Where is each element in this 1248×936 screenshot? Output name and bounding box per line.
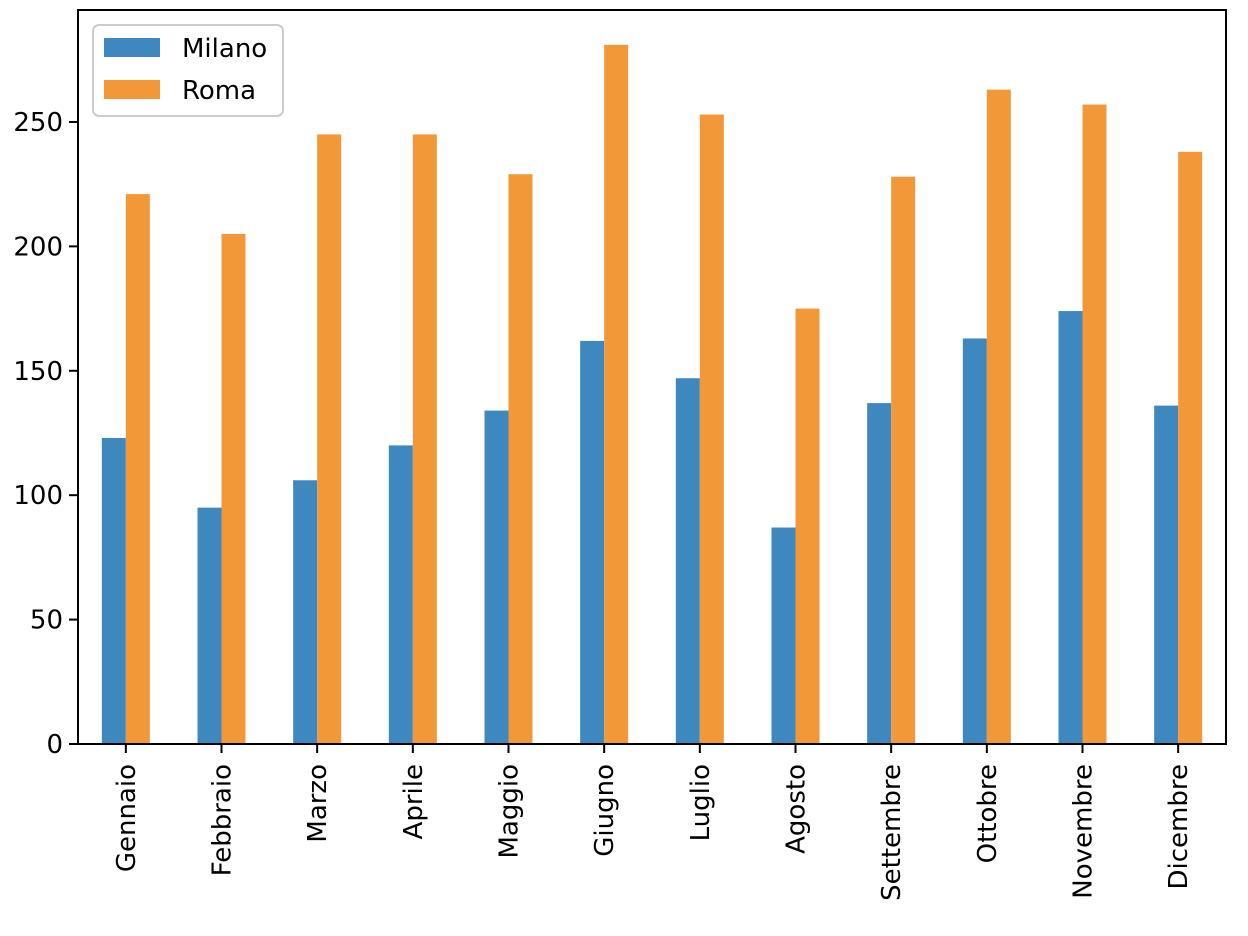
y-tick-label: 250 (13, 108, 63, 138)
legend-label-milano: Milano (182, 34, 267, 64)
bar-milano-luglio (675, 378, 700, 744)
bar-roma-luglio (699, 114, 724, 744)
x-tick-label: Maggio (495, 764, 525, 859)
y-axis: 0 50 100 150 200 250 (13, 108, 78, 760)
bar-milano-aprile (388, 445, 413, 744)
bar-roma-aprile (412, 134, 437, 744)
x-tick-label: Giugno (590, 764, 620, 857)
bar-milano-maggio (484, 410, 509, 744)
bar-milano-settembre (867, 403, 892, 744)
x-tick-label: Gennaio (112, 764, 142, 872)
bar-milano-ottobre (962, 338, 987, 744)
bar-milano-dicembre (1154, 405, 1179, 744)
bar-roma-marzo (317, 134, 342, 744)
x-tick-label: Novembre (1069, 764, 1099, 899)
bar-roma-agosto (795, 308, 820, 744)
bar-milano-marzo (293, 480, 318, 744)
y-tick-label: 100 (13, 481, 63, 511)
legend-swatch-milano (104, 38, 160, 57)
bar-roma-ottobre (986, 89, 1011, 744)
x-tick-label: Dicembre (1164, 764, 1194, 889)
legend-swatch-roma (104, 80, 160, 99)
bar-milano-novembre (1058, 311, 1083, 744)
y-tick-label: 200 (13, 232, 63, 262)
bar-milano-giugno (580, 340, 605, 744)
bar-milano-agosto (771, 527, 796, 744)
bar-roma-maggio (508, 174, 533, 745)
bar-roma-febbraio (221, 233, 246, 745)
x-axis: Gennaio Febbraio Marzo Aprile Maggio Giugno Lu… (112, 744, 1194, 901)
x-tick-label: Agosto (782, 764, 812, 854)
x-tick-label: Settembre (877, 764, 907, 901)
bar-roma-settembre (891, 176, 916, 744)
x-tick-label: Febbraio (208, 764, 238, 876)
x-tick-label: Ottobre (973, 764, 1003, 863)
bar-roma-novembre (1082, 104, 1107, 745)
x-tick-label: Marzo (303, 764, 333, 843)
y-tick-label: 150 (13, 357, 63, 387)
bar-milano-gennaio (101, 437, 126, 744)
bar-roma-giugno (604, 44, 629, 744)
y-tick-label: 50 (30, 606, 63, 636)
y-tick-label: 0 (46, 730, 63, 760)
legend: Milano Roma (92, 24, 284, 117)
x-tick-label: Aprile (399, 764, 429, 839)
bar-roma-dicembre (1178, 151, 1203, 744)
legend-label-roma: Roma (182, 76, 256, 106)
bar-milano-febbraio (197, 507, 222, 744)
x-tick-label: Luglio (686, 764, 716, 841)
plot-frame (77, 9, 1227, 745)
bars-group (101, 44, 1203, 745)
bar-roma-gennaio (125, 194, 150, 744)
